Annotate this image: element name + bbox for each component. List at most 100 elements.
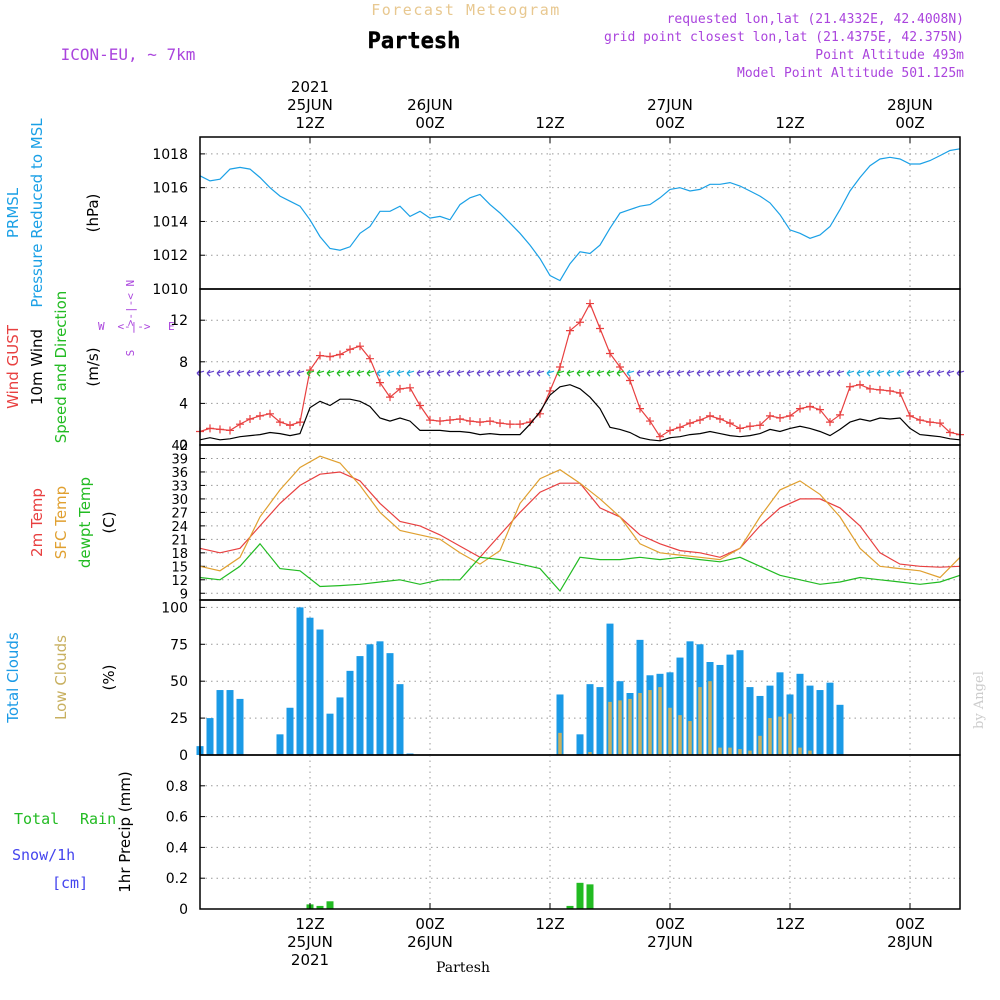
bar-total_clouds [296,607,304,755]
gust-marker [446,416,454,425]
wind-direction-arrow [416,369,425,377]
y-tick-label: 24 [171,520,188,535]
bar-low_clouds [728,747,732,755]
wind-direction-arrow [576,369,585,377]
y-tick-label: 1012 [152,248,188,264]
wind-direction-arrow [806,369,815,377]
gust-marker [716,415,724,423]
gust-marker [866,384,874,393]
wind-direction-arrow [346,369,355,377]
bar-total_clouds [216,690,224,755]
y-tick-label: 36 [171,466,188,481]
wind-direction-arrow [636,369,645,377]
bar-total_clouds [236,698,244,755]
bar-total_clouds [836,704,844,755]
wind-direction-arrow [326,369,335,377]
gust-marker [506,420,514,429]
panel-pressure: 1010 1012 1014 1016 1018 PRMSL Pressure Reduce… [4,118,961,308]
bar-total_clouds [586,684,594,755]
wind-direction-arrow [336,369,345,377]
precip-legend-label: Rain [80,810,116,828]
wind-direction-arrow [646,369,655,377]
y-tick-label: 0.2 [166,871,188,887]
bar-total_clouds [606,623,614,755]
y-tick-label: 0 [179,438,188,454]
time-tick-label-top: 00Z [655,114,684,132]
bar-total_clouds [686,641,694,755]
wind-direction-arrow [726,369,735,377]
wind-direction-arrow [426,369,435,377]
wind-direction-arrow [606,369,615,377]
wind-direction-arrow [306,369,315,377]
compass-east: E [168,320,175,333]
y-tick-label: 25 [170,711,188,727]
gust-marker [336,350,344,359]
y-tick-label: 0.4 [166,840,188,856]
bar-total_clouds [376,641,384,755]
wind-direction-arrow [916,369,925,377]
compass-north: >-|-< N [124,280,137,326]
gust-marker [356,342,364,351]
time-tick-label-top: 2021 [291,78,329,96]
y-tick-label: 42 [171,439,188,454]
wind-direction-arrow [716,369,725,377]
wind-direction-arrow [546,369,555,377]
bar-total_clouds [676,657,684,755]
gust-marker [576,318,584,327]
wind-direction-arrow [836,369,845,377]
gust-marker [386,393,394,402]
gust-marker [346,345,354,354]
bar-rain [576,882,584,909]
y-axis-label: Low Clouds [52,635,70,720]
gust-marker [316,351,324,360]
gust-marker [286,421,294,430]
bar-total_clouds [346,670,354,755]
time-tick-label-top: 12Z [295,114,324,132]
bar-total_clouds [796,673,804,755]
gust-marker [206,424,214,433]
y-tick-label: 8 [179,355,188,371]
gust-marker [556,363,564,371]
gust-marker [796,404,804,413]
gust-marker [566,326,574,335]
wind-direction-arrow [616,369,625,377]
bar-total_clouds [726,654,734,755]
y-axis-label: SFC Temp [52,486,70,559]
y-axis-label: Wind GUST [4,324,22,409]
bar-total_clouds [336,697,344,755]
y-axis-label: (%) [100,665,118,691]
model-label: ICON-EU, ~ 7km [61,45,196,64]
wind-direction-arrow [476,369,485,377]
bar-low_clouds [758,735,762,755]
time-tick-label-bottom: 2021 [291,951,329,969]
gust-marker [916,416,924,425]
panel-frame [199,136,961,290]
bar-total_clouds [776,672,784,755]
y-axis-label: Total Clouds [4,632,22,724]
wind-direction-arrow [436,369,445,377]
gust-marker [656,432,664,441]
time-tick-label-top: 26JUN [407,96,453,114]
gust-marker [416,401,424,410]
gust-marker [936,419,944,428]
panel-frame [199,444,961,601]
bar-total_clouds [756,695,764,755]
wind-direction-arrow [406,369,415,377]
bar-total_clouds [286,707,294,755]
bar-low_clouds [558,732,562,755]
y-tick-label: 12 [171,574,188,589]
watermark: by Angel [972,671,987,729]
wind-direction-arrow [286,369,295,377]
panel-clouds: 0 25 50 75 100 Total Clouds Low Clouds (%) [4,599,961,764]
wind-direction-arrow [696,369,705,377]
series-line-sfc [199,455,961,579]
gust-marker [226,426,234,435]
wind-direction-arrow [266,369,275,377]
y-tick-label: 9 [180,587,188,602]
time-tick-label-top: 12Z [535,114,564,132]
wind-direction-arrow [556,369,565,377]
bar-low_clouds [618,700,622,755]
time-tick-label-top: 28JUN [887,96,933,114]
bar-total_clouds [556,694,564,755]
